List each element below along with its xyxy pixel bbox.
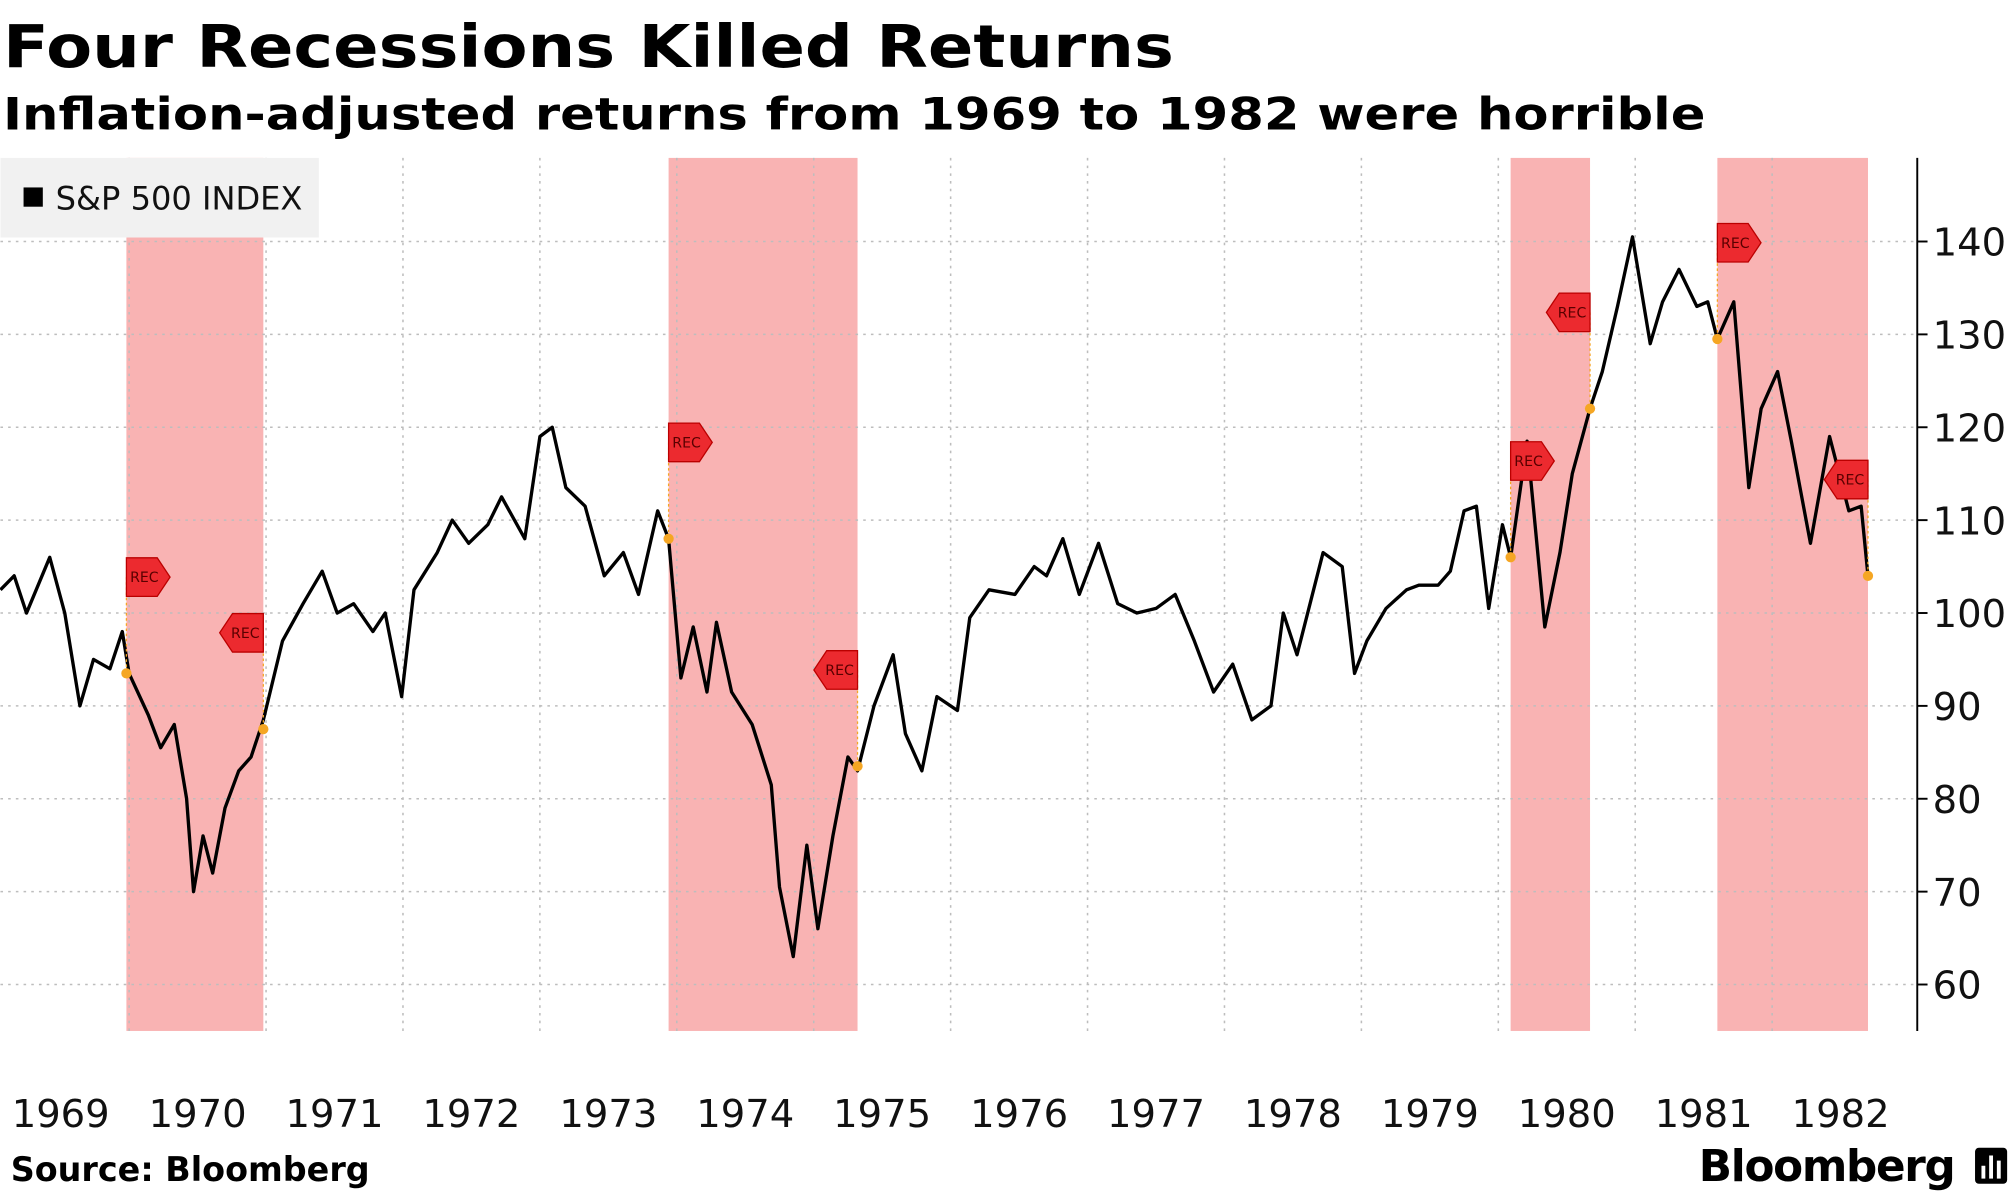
y-tick-label: 90 (1933, 685, 1982, 730)
rec-flag-label: REC (130, 570, 159, 586)
x-tick-label: 1981 (1655, 1092, 1753, 1137)
rec-flag-label: REC (1558, 306, 1587, 322)
brand-icon (1975, 1147, 2008, 1184)
x-tick-label: 1974 (696, 1092, 794, 1137)
rec-marker (1712, 333, 1723, 345)
rec-flag-label: REC (825, 663, 854, 679)
x-tick-label: 1973 (559, 1092, 657, 1137)
rec-marker (258, 723, 269, 735)
rec-flag-label: REC (231, 626, 260, 642)
rec-flag (1823, 459, 1869, 500)
rec-flag (813, 650, 859, 690)
x-tick-label: 1980 (1518, 1092, 1616, 1137)
x-tick-label: 1972 (422, 1092, 520, 1137)
source: Source: Bloomberg (11, 1150, 370, 1189)
y-tick-label: 60 (1933, 964, 1982, 1009)
legend-box (0, 157, 319, 238)
x-tick-label: 1970 (149, 1092, 247, 1137)
x-tick-label: 1977 (1107, 1092, 1205, 1137)
series-line (0, 235, 1870, 959)
chart-title: Four Recessions Killed Returns (3, 12, 1174, 81)
legend-label: S&P 500 INDEX (56, 179, 303, 217)
rec-flag-label: REC (1514, 454, 1543, 470)
y-tick-label: 140 (1933, 221, 2007, 266)
rec-flag (125, 557, 171, 597)
rec-flag (667, 422, 714, 463)
recession-band (1717, 157, 1868, 1031)
rec-marker (663, 533, 674, 544)
rec-flag-label: REC (1836, 473, 1865, 489)
rec-flag-label: REC (672, 436, 701, 452)
y-tick-label: 70 (1933, 871, 1982, 916)
x-tick-label: 1971 (286, 1092, 384, 1137)
rec-flag (1545, 292, 1591, 333)
legend-swatch (23, 187, 43, 207)
rec-marker (1584, 403, 1596, 414)
x-tick-label: 1976 (970, 1092, 1068, 1137)
y-tick-label: 110 (1933, 499, 2007, 544)
y-tick-label: 130 (1933, 314, 2007, 359)
y-tick-label: 100 (1933, 592, 2007, 637)
brand: Bloomberg (1699, 1141, 1955, 1192)
rec-flag-label: REC (1721, 236, 1750, 252)
x-tick-label: 1979 (1381, 1092, 1479, 1137)
rec-marker (121, 668, 132, 679)
rec-marker (1505, 552, 1516, 563)
rec-marker (1862, 570, 1874, 581)
x-tick-label: 1969 (12, 1092, 110, 1137)
x-tick-label: 1982 (1792, 1092, 1890, 1137)
recession-band (668, 157, 858, 1031)
rec-flag (1716, 222, 1762, 263)
y-tick-label: 80 (1933, 778, 1982, 823)
x-tick-label: 1978 (1244, 1092, 1342, 1137)
chart-subtitle: Inflation-adjusted returns from 1969 to … (3, 88, 1705, 141)
y-tick-label: 120 (1933, 406, 2007, 451)
x-tick-label: 1975 (833, 1092, 931, 1137)
rec-marker (852, 761, 863, 772)
rec-flag (218, 612, 264, 653)
rec-flag (1509, 441, 1556, 481)
